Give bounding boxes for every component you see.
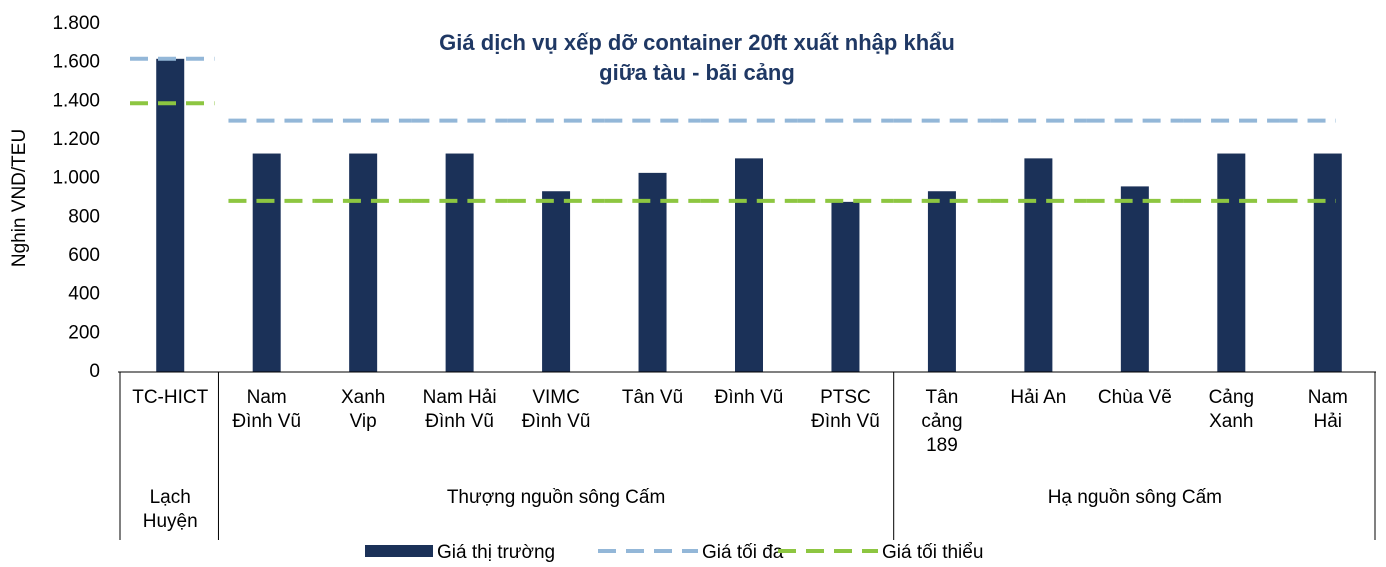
bar	[831, 201, 860, 372]
y-tick-label: 400	[68, 284, 100, 305]
bar	[927, 191, 956, 372]
bar	[1120, 186, 1149, 372]
y-axis-label: Nghin VND/TEU	[9, 129, 30, 267]
x-tick-label: VIMC Đình Vũ	[521, 387, 591, 432]
legend-label: Giá thị trường	[437, 542, 555, 563]
x-tick-label: Xanh Vip	[340, 387, 386, 432]
group-label: Hạ nguồn sông Cấm	[1047, 487, 1222, 508]
bar	[156, 58, 185, 373]
legend-label: Giá tối đa	[702, 542, 784, 563]
y-tick-label: 0	[89, 361, 100, 382]
x-tick-label: TC-HICT	[132, 387, 209, 408]
x-tick-label: Đình Vũ	[714, 387, 784, 408]
x-tick-label: Cảng Xanh	[1208, 387, 1255, 432]
y-tick-label: 1.600	[52, 52, 100, 73]
group-label: Thượng nguồn sông Cấm	[446, 487, 666, 508]
x-tick-label: Nam Đình Vũ	[232, 387, 302, 432]
bar	[252, 153, 281, 372]
y-tick-label: 600	[68, 245, 100, 266]
bar	[1313, 153, 1342, 372]
x-tick-label: Chùa Vẽ	[1097, 387, 1172, 408]
bar	[1217, 153, 1246, 372]
x-tick-label: Hải An	[1010, 387, 1067, 408]
bar	[1024, 158, 1053, 372]
y-tick-label: 1.400	[52, 90, 100, 111]
x-tick-label: Tân cảng 189	[921, 387, 963, 456]
x-tick-label: PTSC Đình Vũ	[811, 387, 880, 432]
y-tick-label: 1.800	[52, 13, 100, 34]
x-tick-label: Tân Vũ	[621, 387, 684, 408]
legend-swatch	[365, 545, 433, 557]
chart-title: Giá dịch vụ xếp dỡ container 20ft xuất n…	[439, 30, 955, 85]
x-tick-label: Nam Hải Đình Vũ	[422, 387, 497, 432]
bar	[735, 158, 763, 372]
legend-label: Giá tối thiểu	[882, 542, 983, 563]
y-tick-label: 1.000	[52, 168, 100, 189]
bar	[349, 153, 378, 372]
x-tick-label: Nam Hải	[1307, 387, 1348, 432]
group-label: Lạch Huyện	[142, 487, 198, 532]
y-tick-label: 1.200	[52, 129, 100, 150]
bar	[542, 191, 571, 372]
bar	[445, 153, 474, 372]
y-tick-label: 200	[68, 322, 100, 343]
bar	[638, 172, 667, 372]
y-tick-label: 800	[68, 206, 100, 227]
